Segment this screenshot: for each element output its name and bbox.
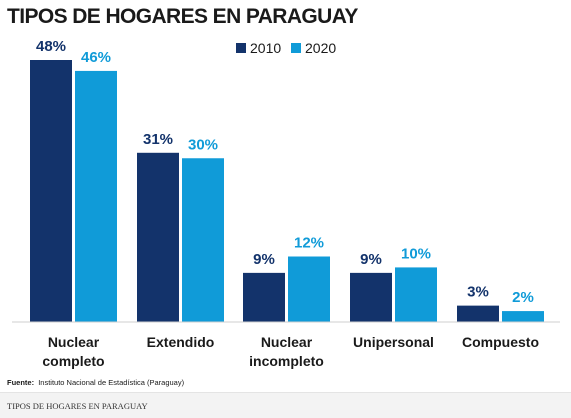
legend: 2010 2020: [236, 40, 336, 56]
legend-swatch-2020: [291, 43, 301, 53]
chart-title: TIPOS DE HOGARES EN PARAGUAY: [7, 5, 358, 28]
category-label-2-1: incompleto: [249, 353, 324, 369]
source-note: Fuente: Instituto Nacional de Estadístic…: [7, 378, 185, 387]
value-label-2020-0: 46%: [81, 49, 111, 66]
source-text: Instituto Nacional de Estadística (Parag…: [38, 378, 184, 387]
value-label-2010-4: 3%: [467, 284, 489, 301]
value-label-2020-1: 30%: [188, 136, 218, 153]
value-label-2020-3: 10%: [401, 245, 431, 262]
value-label-2020-2: 12%: [294, 235, 324, 252]
value-label-2010-1: 31%: [143, 131, 173, 148]
value-label-2010-3: 9%: [360, 251, 382, 268]
category-label-2-0: Nuclear: [261, 334, 313, 350]
legend-label-2020: 2020: [305, 40, 336, 56]
chart: TIPOS DE HOGARES EN PARAGUAY 2010 2020 4…: [7, 5, 560, 387]
bar-2010-2: [243, 272, 285, 322]
legend-label-2010: 2010: [250, 40, 281, 56]
bar-2010-1: [137, 152, 179, 322]
bars-group: 48% 46% 31% 30% 9% 12% 9% 10% 3% 2%: [30, 38, 544, 323]
source-label: Fuente:: [7, 378, 34, 387]
bar-2020-1: [182, 158, 224, 322]
category-label-3-0: Unipersonal: [353, 334, 434, 350]
category-label-0-0: Nuclear: [48, 334, 100, 350]
value-label-2010-2: 9%: [253, 251, 275, 268]
value-label-2010-0: 48%: [36, 38, 66, 55]
legend-swatch-2010: [236, 43, 246, 53]
value-label-2020-4: 2%: [512, 289, 534, 306]
bar-2020-3: [395, 267, 437, 322]
category-label-1-0: Extendido: [147, 334, 215, 350]
caption-bar: TIPOS DE HOGARES EN PARAGUAY: [0, 392, 571, 418]
bar-2020-0: [75, 70, 117, 323]
category-labels: Nuclear completo Extendido Nuclear incomplet…: [42, 334, 539, 369]
bar-2010-3: [350, 272, 392, 322]
bar-2020-2: [288, 256, 330, 322]
category-label-4-0: Compuesto: [462, 334, 539, 350]
image-caption: TIPOS DE HOGARES EN PARAGUAY: [7, 401, 148, 411]
bar-2010-0: [30, 60, 72, 322]
bar-2010-4: [457, 305, 499, 322]
category-label-0-1: completo: [42, 353, 104, 369]
bar-2020-4: [502, 311, 544, 322]
